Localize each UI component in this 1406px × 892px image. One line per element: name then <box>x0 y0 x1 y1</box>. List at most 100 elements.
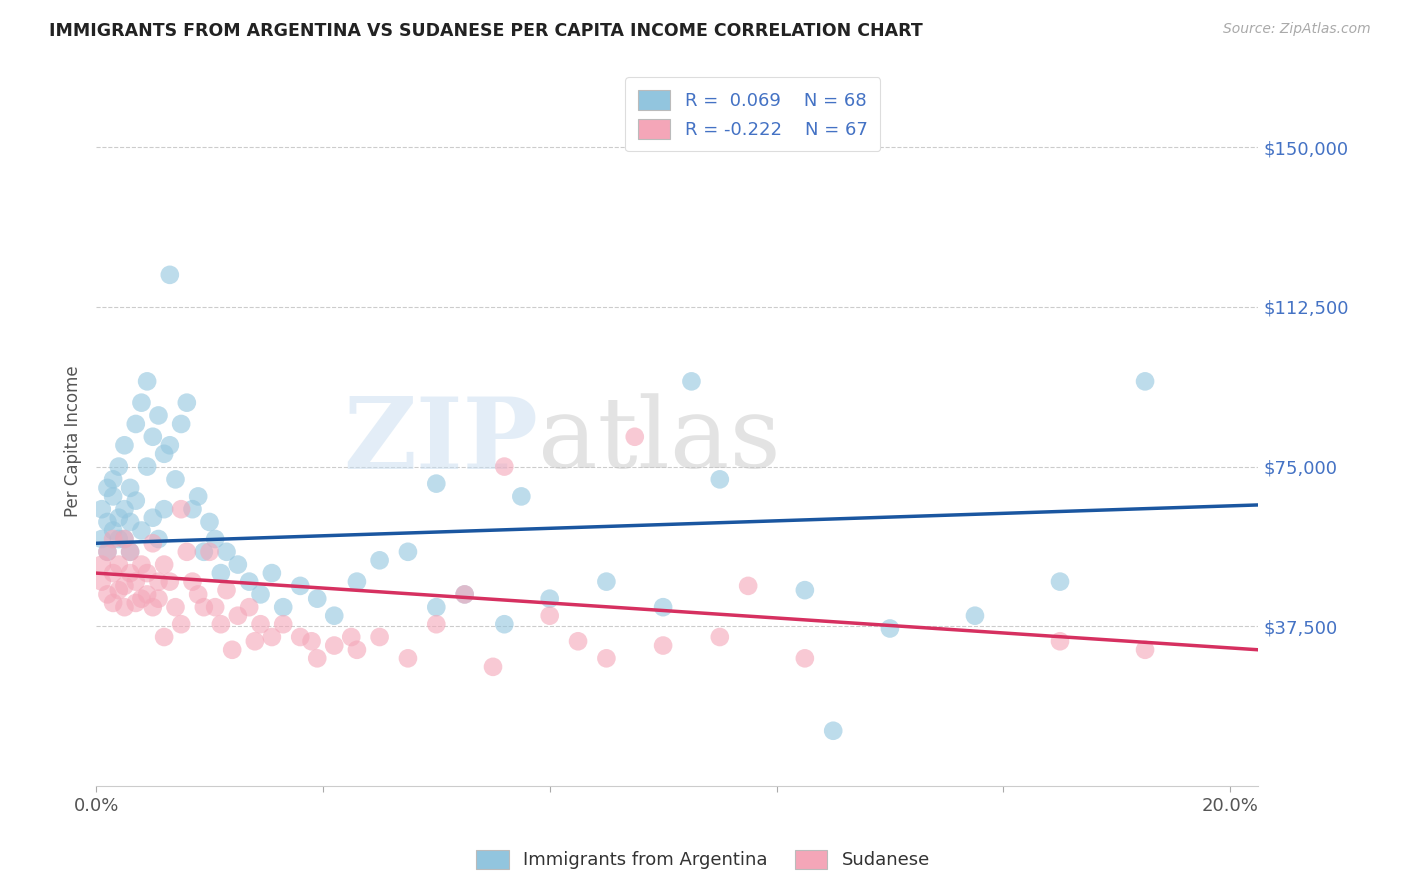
Point <box>1133 375 1156 389</box>
Point <box>107 510 129 524</box>
Point <box>1049 634 1071 648</box>
Point <box>153 447 176 461</box>
Point <box>107 459 129 474</box>
Point <box>165 600 187 615</box>
Point <box>209 566 232 580</box>
Point <box>96 481 118 495</box>
Point <box>131 395 153 409</box>
Point <box>159 574 181 589</box>
Point <box>193 600 215 615</box>
Point <box>453 587 475 601</box>
Point <box>120 515 142 529</box>
Point <box>290 579 312 593</box>
Point <box>879 622 901 636</box>
Point <box>125 596 148 610</box>
Point <box>215 545 238 559</box>
Point <box>346 642 368 657</box>
Point <box>793 583 815 598</box>
Point <box>226 558 249 572</box>
Point <box>96 545 118 559</box>
Point <box>165 472 187 486</box>
Point <box>681 375 703 389</box>
Point <box>142 600 165 615</box>
Point <box>90 558 112 572</box>
Point <box>159 268 181 282</box>
Legend: R =  0.069    N = 68, R = -0.222    N = 67: R = 0.069 N = 68, R = -0.222 N = 67 <box>626 78 880 152</box>
Point <box>307 651 329 665</box>
Point <box>301 634 323 648</box>
Point <box>425 617 447 632</box>
Point <box>170 617 193 632</box>
Point <box>120 545 142 559</box>
Point <box>176 545 198 559</box>
Point <box>204 600 226 615</box>
Text: ZIP: ZIP <box>343 392 538 490</box>
Point <box>238 600 260 615</box>
Point <box>187 587 209 601</box>
Point <box>96 515 118 529</box>
Point <box>187 490 209 504</box>
Point <box>243 634 266 648</box>
Point <box>114 532 136 546</box>
Point <box>125 417 148 431</box>
Y-axis label: Per Capita Income: Per Capita Income <box>65 365 82 516</box>
Point <box>1133 642 1156 657</box>
Point <box>346 574 368 589</box>
Point <box>1049 574 1071 589</box>
Point <box>453 587 475 601</box>
Point <box>595 651 617 665</box>
Point <box>198 545 221 559</box>
Point <box>101 532 124 546</box>
Point <box>181 574 204 589</box>
Point <box>148 532 170 546</box>
Point <box>136 587 159 601</box>
Point <box>494 617 516 632</box>
Point <box>198 515 221 529</box>
Point <box>260 566 283 580</box>
Point <box>425 600 447 615</box>
Point <box>204 532 226 546</box>
Point <box>193 545 215 559</box>
Point <box>290 630 312 644</box>
Point <box>90 532 112 546</box>
Point <box>125 493 148 508</box>
Point <box>159 438 181 452</box>
Point <box>652 639 675 653</box>
Point <box>142 430 165 444</box>
Point <box>323 608 346 623</box>
Text: atlas: atlas <box>538 393 780 489</box>
Point <box>114 532 136 546</box>
Point <box>737 579 759 593</box>
Point <box>114 579 136 593</box>
Point <box>153 630 176 644</box>
Point <box>101 472 124 486</box>
Point <box>107 532 129 546</box>
Point <box>90 502 112 516</box>
Point <box>107 583 129 598</box>
Point <box>131 591 153 606</box>
Point <box>120 566 142 580</box>
Point <box>425 476 447 491</box>
Text: Source: ZipAtlas.com: Source: ZipAtlas.com <box>1223 22 1371 37</box>
Point <box>148 574 170 589</box>
Point <box>114 600 136 615</box>
Point <box>271 617 294 632</box>
Point <box>396 545 419 559</box>
Point <box>153 502 176 516</box>
Point <box>652 600 675 615</box>
Point <box>623 430 645 444</box>
Point <box>107 558 129 572</box>
Point <box>368 553 391 567</box>
Text: IMMIGRANTS FROM ARGENTINA VS SUDANESE PER CAPITA INCOME CORRELATION CHART: IMMIGRANTS FROM ARGENTINA VS SUDANESE PE… <box>49 22 922 40</box>
Point <box>142 536 165 550</box>
Point <box>226 608 249 623</box>
Point <box>494 459 516 474</box>
Point <box>114 438 136 452</box>
Point <box>793 651 815 665</box>
Point <box>238 574 260 589</box>
Point <box>120 481 142 495</box>
Point <box>101 490 124 504</box>
Point <box>136 375 159 389</box>
Point <box>96 545 118 559</box>
Point <box>249 617 271 632</box>
